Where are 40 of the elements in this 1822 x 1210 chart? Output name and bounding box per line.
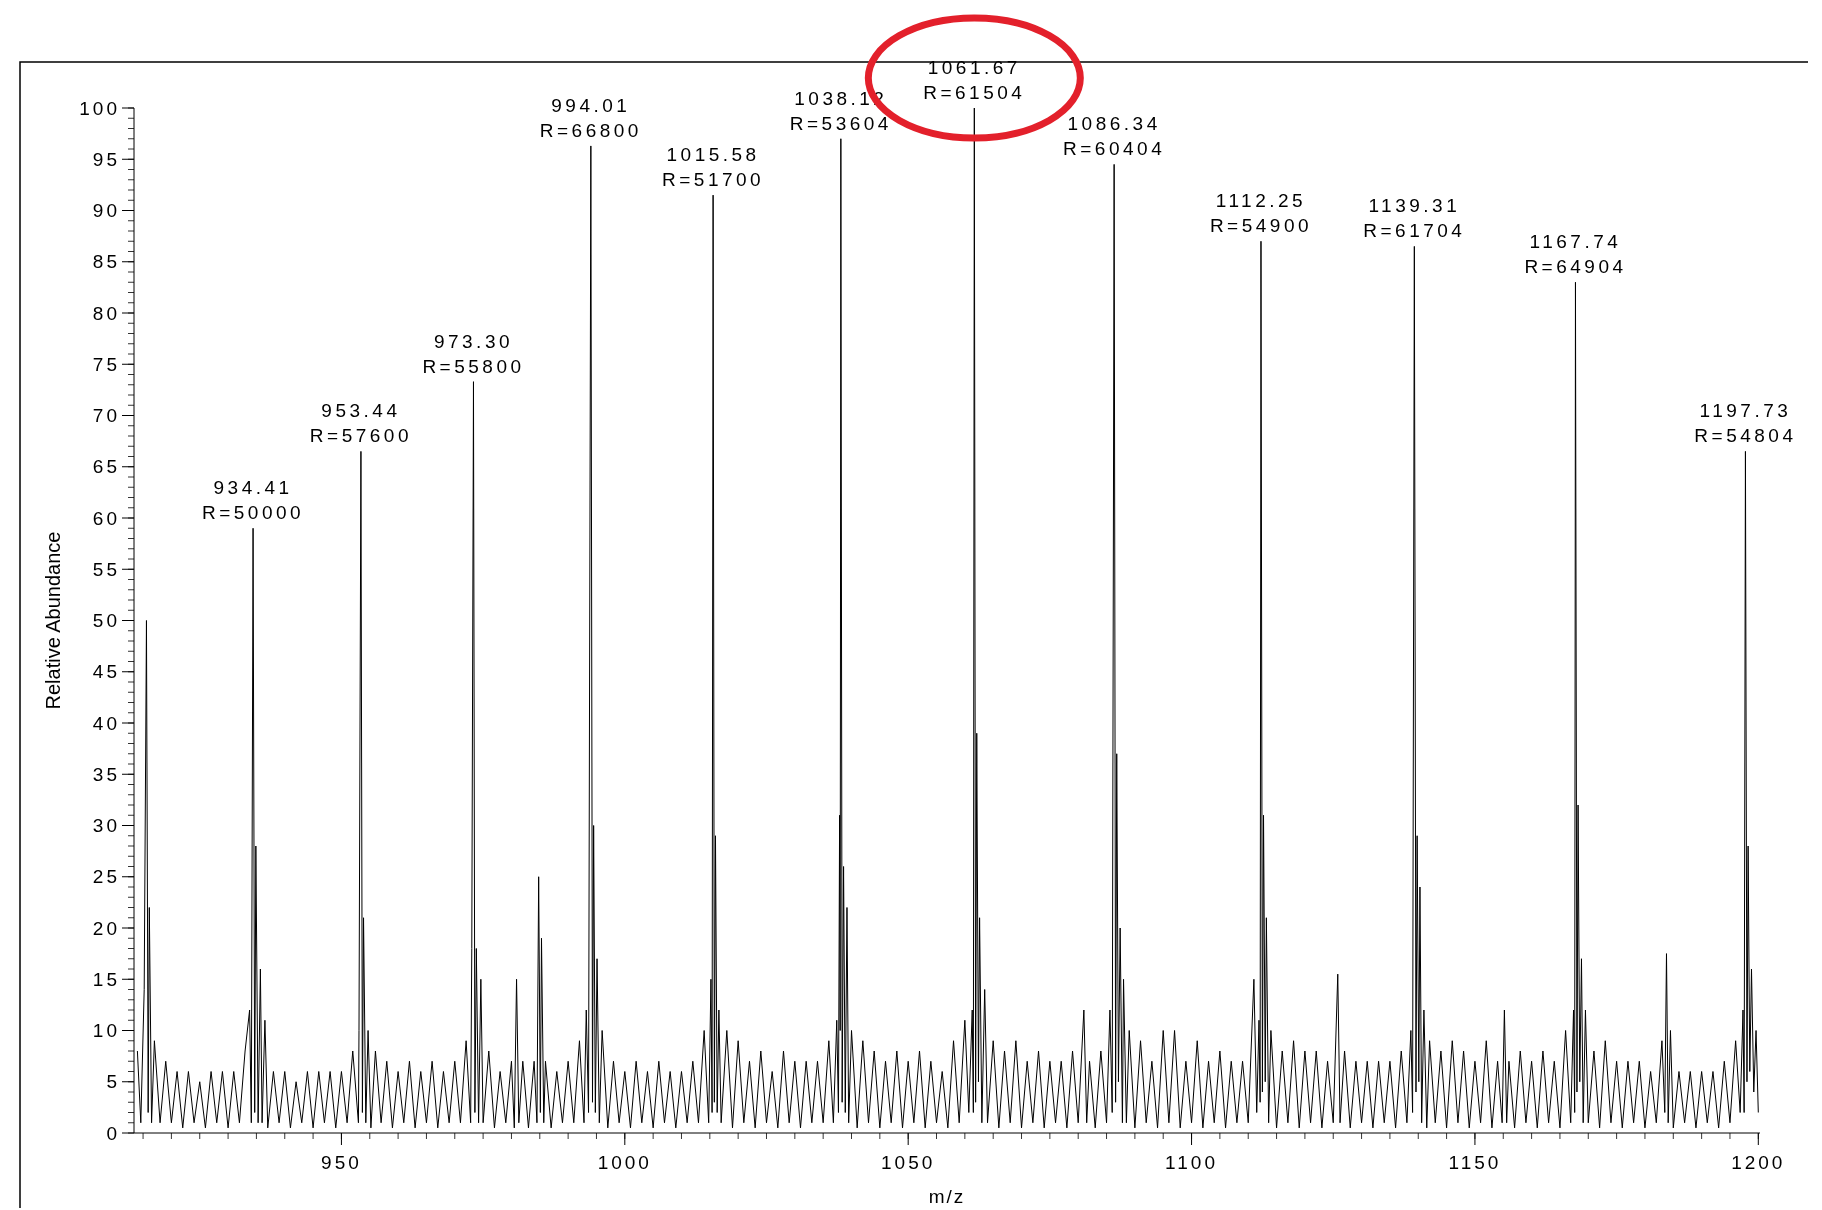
- y-tick-label: 20: [92, 917, 120, 939]
- y-tick-label: 85: [92, 251, 120, 273]
- y-tick-label: 45: [92, 661, 120, 683]
- y-axis-title: Relative Abundance: [42, 531, 64, 710]
- y-tick-label: 95: [92, 148, 120, 170]
- x-tick-label: 1050: [881, 1152, 936, 1173]
- annotation: 1112.25 R=54900: [1209, 190, 1313, 237]
- y-tick-label: 80: [92, 302, 120, 324]
- annotation: 1061.67 R=61504: [923, 57, 1026, 103]
- y-tick-label: 35: [92, 763, 120, 785]
- y-tick-label: 0: [106, 1122, 120, 1144]
- y-tick-label: 40: [92, 712, 120, 734]
- x-tick-label: 1100: [1165, 1152, 1218, 1173]
- x-tick-label: 1200: [1731, 1152, 1786, 1173]
- y-tick-label: 90: [92, 200, 120, 222]
- y-tick-label: 55: [92, 558, 120, 580]
- y-tick-label: 10: [92, 1020, 120, 1042]
- annotation: 1086.34 R=60404: [1063, 113, 1166, 160]
- annotation: 934.41 R=50000: [202, 477, 305, 524]
- y-tick-label: 30: [92, 815, 120, 837]
- annotation: 973.30 R=55800: [422, 330, 525, 377]
- annotation: 994.01 R=66800: [539, 94, 642, 141]
- annotation: 1197.73 R=54804: [1694, 400, 1797, 447]
- x-tick-label: 1000: [597, 1152, 652, 1173]
- y-tick-label: 15: [92, 968, 120, 990]
- y-tick-label: 50: [92, 610, 120, 632]
- x-tick-label: 1150: [1448, 1152, 1502, 1173]
- y-tick-label: 70: [92, 405, 120, 427]
- annotation: 1167.74 R=64904: [1524, 231, 1627, 278]
- annotation: 953.44 R=57600: [309, 400, 412, 447]
- y-tick-label: 60: [92, 507, 120, 529]
- y-tick-label: 100: [79, 97, 120, 119]
- annotation: 1139.31 R=61704: [1363, 195, 1466, 242]
- y-tick-label: 5: [106, 1071, 120, 1093]
- y-tick-label: 25: [92, 866, 120, 888]
- x-tick-label: 950: [321, 1152, 362, 1173]
- x-axis-title: m/z: [928, 1186, 966, 1207]
- y-tick-label: 75: [92, 353, 120, 375]
- annotation: 1015.58 R=51700: [662, 144, 765, 191]
- y-tick-label: 65: [92, 456, 120, 478]
